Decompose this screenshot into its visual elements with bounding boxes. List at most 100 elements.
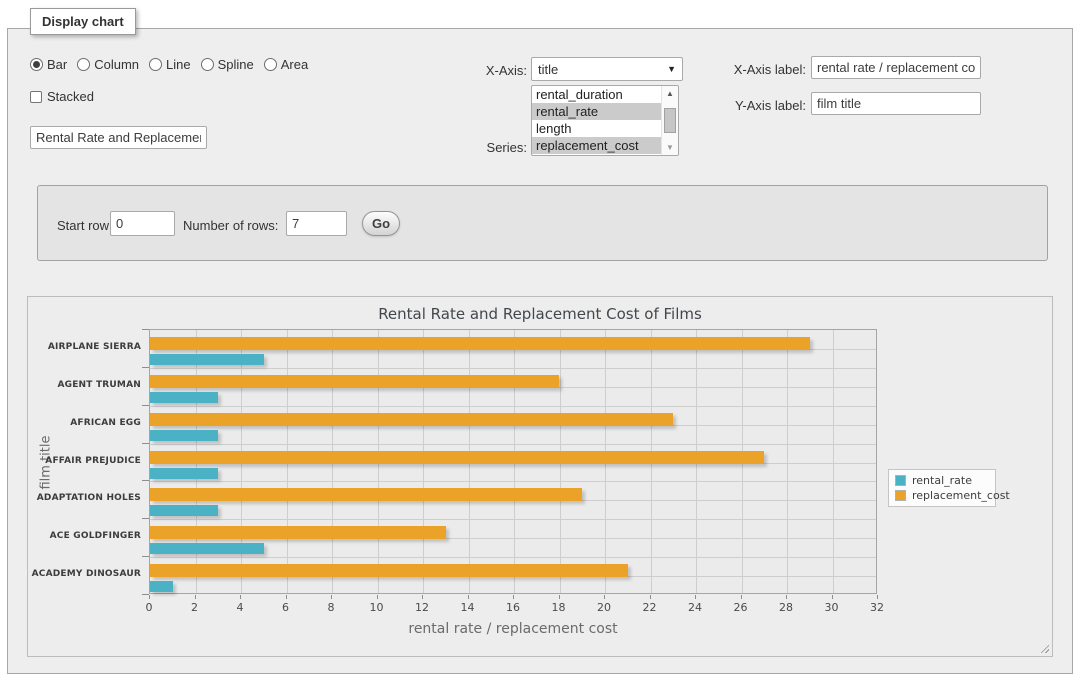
y-axis-tick bbox=[142, 518, 149, 520]
row-range-panel bbox=[37, 185, 1048, 261]
x-axis-tick-label: 4 bbox=[236, 601, 244, 614]
y-category-label: AFFAIR PREJUDICE bbox=[45, 455, 141, 466]
x-axis-tick bbox=[877, 595, 878, 599]
dropdown-arrow-icon: ▼ bbox=[667, 64, 676, 74]
series-list-label: Series: bbox=[486, 140, 527, 155]
start-row-input[interactable] bbox=[110, 211, 175, 236]
x-axis-tick bbox=[376, 595, 378, 599]
bar-rental_rate bbox=[150, 429, 219, 441]
x-axis-tick-label: 0 bbox=[145, 601, 153, 614]
x-axis-tick-label: 2 bbox=[191, 601, 198, 614]
bar-replacement_cost bbox=[150, 488, 583, 502]
x-axis-tick-label: 32 bbox=[870, 601, 884, 614]
radio-column[interactable]: Column bbox=[77, 57, 139, 72]
gridline-vertical bbox=[787, 330, 788, 593]
x-axis-tick bbox=[422, 595, 423, 599]
x-axis-label-input[interactable] bbox=[811, 56, 981, 79]
x-axis-tick-label: 24 bbox=[688, 601, 702, 614]
x-axis-tick bbox=[194, 595, 196, 599]
num-rows-label: Number of rows: bbox=[183, 218, 279, 233]
series-option-rental_rate[interactable]: rental_rate bbox=[532, 103, 661, 120]
x-axis-tick bbox=[513, 595, 514, 599]
stacked-checkbox[interactable] bbox=[30, 90, 42, 103]
y-axis-tick bbox=[142, 594, 149, 595]
go-button[interactable]: Go bbox=[362, 211, 400, 236]
scroll-up-icon[interactable]: ▲ bbox=[666, 89, 674, 98]
x-axis-tick bbox=[285, 595, 287, 599]
y-axis-tick bbox=[142, 404, 149, 406]
y-category-label: ADAPTATION HOLES bbox=[36, 493, 141, 504]
x-axis-select[interactable]: title ▼ bbox=[531, 57, 683, 81]
radio-bar[interactable]: Bar bbox=[30, 57, 67, 72]
resize-handle-icon[interactable] bbox=[1039, 643, 1049, 653]
gridline-horizontal bbox=[150, 557, 876, 559]
x-axis-tick-label: 8 bbox=[327, 601, 335, 614]
y-axis-label-label: Y-Axis label: bbox=[734, 98, 806, 113]
bar-rental_rate bbox=[150, 354, 264, 365]
bar-replacement_cost bbox=[150, 526, 446, 540]
radio-line[interactable]: Line bbox=[149, 57, 191, 72]
x-axis-tick bbox=[740, 595, 742, 599]
radio-label: Column bbox=[94, 57, 140, 72]
x-axis-tick-label: 16 bbox=[506, 601, 520, 614]
bar-rental_rate bbox=[150, 543, 264, 555]
series-option-replacement_cost[interactable]: replacement_cost bbox=[532, 137, 661, 154]
scroll-down-icon[interactable]: ▼ bbox=[666, 143, 674, 152]
y-axis-label-input[interactable] bbox=[811, 92, 981, 115]
x-axis-tick bbox=[149, 595, 150, 599]
start-row-label: Start row: bbox=[57, 218, 113, 233]
series-option-rental_duration[interactable]: rental_duration bbox=[536, 87, 623, 102]
x-axis-select-label: X-Axis: bbox=[485, 63, 527, 78]
y-category-label: AGENT TRUMAN bbox=[57, 379, 141, 390]
num-rows-input[interactable] bbox=[286, 211, 347, 236]
series-option-length[interactable]: length bbox=[536, 121, 572, 136]
y-axis-tick bbox=[142, 480, 149, 482]
bar-rental_rate bbox=[150, 467, 219, 479]
legend-label: replacement_cost bbox=[912, 489, 1010, 502]
gridline-vertical bbox=[832, 330, 834, 593]
radio-icon bbox=[77, 58, 91, 71]
x-axis-tick-label: 28 bbox=[779, 601, 793, 614]
series-listbox[interactable]: ▲ ▼ rental_duration rental_rate length repl… bbox=[531, 85, 679, 156]
scrollbar-thumb[interactable] bbox=[664, 108, 676, 133]
y-axis-tick bbox=[142, 366, 149, 368]
x-axis-tick-label: 18 bbox=[551, 601, 566, 614]
radio-icon bbox=[149, 58, 163, 71]
y-category-label: ACADEMY DINOSAUR bbox=[31, 569, 141, 580]
radio-area[interactable]: Area bbox=[263, 57, 308, 72]
x-axis-tick bbox=[786, 595, 787, 599]
radio-spline[interactable]: Spline bbox=[200, 57, 254, 72]
gridline-horizontal bbox=[150, 519, 876, 521]
gridline-horizontal bbox=[150, 367, 876, 369]
x-axis-tick bbox=[240, 595, 241, 599]
stacked-checkbox-row[interactable]: Stacked bbox=[30, 89, 94, 104]
chart-legend: rental_rate replacement_cost bbox=[888, 469, 1010, 507]
radio-label: Bar bbox=[47, 57, 68, 72]
gridline-horizontal bbox=[150, 481, 876, 483]
radio-icon bbox=[263, 58, 277, 71]
bar-replacement_cost bbox=[150, 450, 765, 464]
y-category-label: AIRPLANE SIERRA bbox=[47, 341, 141, 352]
fieldset-legend: Display chart bbox=[30, 8, 136, 35]
legend-entry-replacement_cost: replacement_cost bbox=[889, 488, 1010, 503]
bar-replacement_cost bbox=[150, 564, 628, 578]
bar-replacement_cost bbox=[150, 337, 810, 350]
chart-title: Rental Rate and Replacement Cost of Film… bbox=[378, 305, 702, 323]
x-axis-label-label: X-Axis label: bbox=[733, 62, 806, 77]
gridline-horizontal bbox=[150, 405, 876, 407]
x-axis-selected-value: title bbox=[538, 61, 559, 77]
radio-label: Line bbox=[166, 57, 191, 72]
chart-title-input[interactable] bbox=[30, 126, 207, 149]
x-axis-tick-label: 12 bbox=[415, 601, 429, 614]
bar-rental_rate bbox=[150, 391, 219, 403]
legend-swatch bbox=[895, 490, 906, 501]
listbox-scrollbar[interactable]: ▲ ▼ bbox=[661, 86, 678, 155]
x-axis-tick-label: 14 bbox=[460, 601, 475, 614]
y-axis-tick bbox=[142, 556, 149, 558]
x-axis-tick bbox=[649, 595, 651, 599]
legend-label: rental_rate bbox=[912, 474, 972, 487]
gridline-horizontal bbox=[150, 538, 876, 540]
gridline-horizontal bbox=[150, 443, 876, 445]
bar-rental_rate bbox=[150, 581, 173, 593]
x-axis-tick bbox=[604, 595, 605, 599]
